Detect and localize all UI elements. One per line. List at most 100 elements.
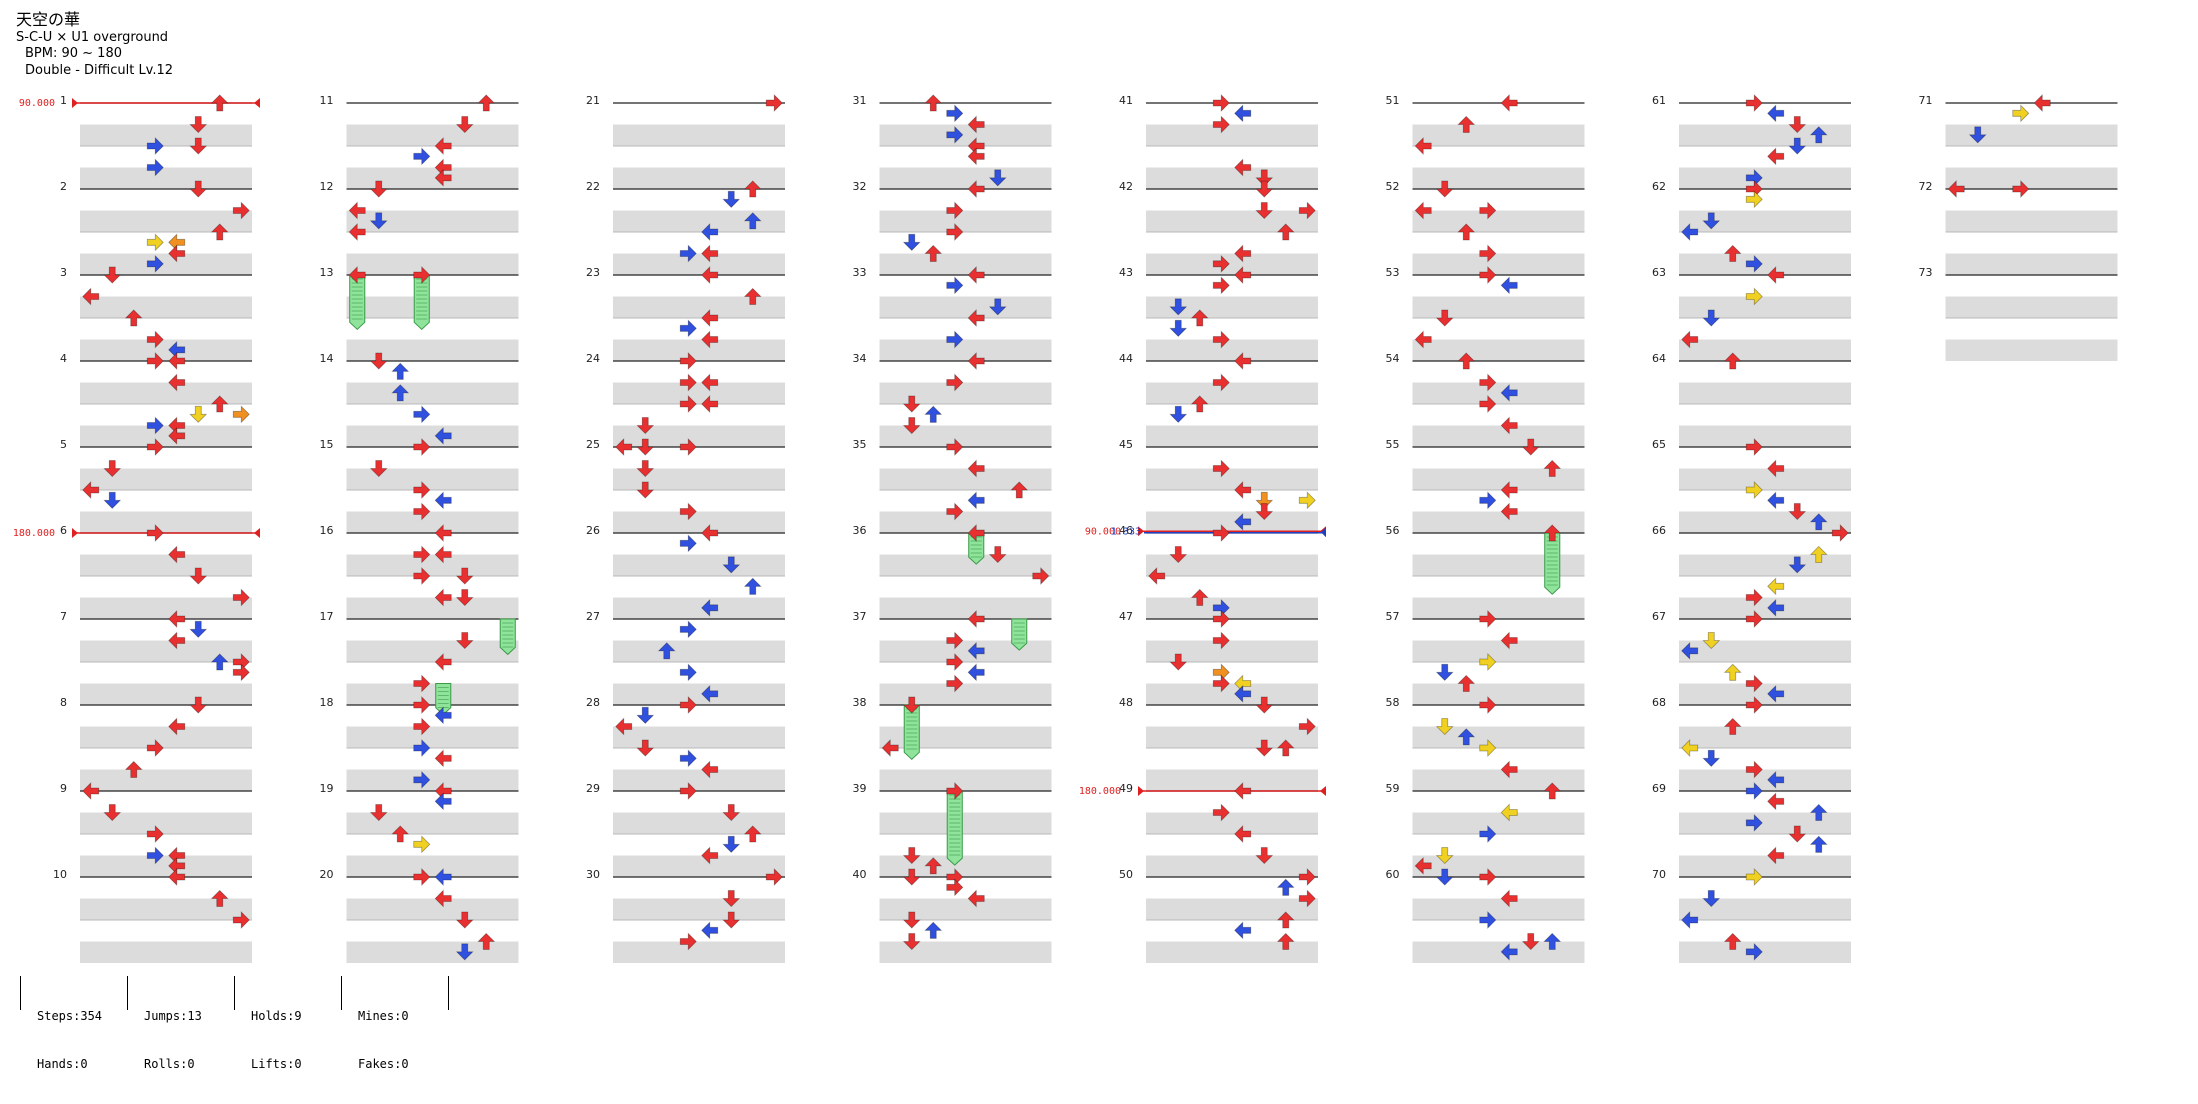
arrow-left-icon bbox=[1500, 481, 1518, 499]
song-title: 天空の華 bbox=[16, 10, 81, 29]
measure-number: 53 bbox=[1386, 266, 1400, 279]
arrow-left-icon bbox=[967, 266, 985, 284]
arrow-up-icon bbox=[924, 921, 943, 939]
arrow-left-icon bbox=[701, 760, 719, 779]
arrow-up-icon bbox=[1190, 588, 1209, 606]
beat-stripe bbox=[1679, 683, 1851, 705]
arrow-up-icon bbox=[1010, 481, 1029, 499]
arrow-left-icon bbox=[1681, 641, 1699, 660]
arrow-right-icon bbox=[413, 868, 431, 886]
arrow-down-icon bbox=[636, 481, 655, 499]
arrow-down-icon bbox=[902, 868, 921, 886]
arrow-right-icon bbox=[413, 717, 431, 736]
arrow-right-icon bbox=[1212, 254, 1230, 273]
arrow-up-icon bbox=[477, 94, 496, 112]
arrow-right-icon bbox=[146, 846, 164, 865]
measure-number: 36 bbox=[853, 524, 867, 537]
arrow-down-icon bbox=[636, 460, 655, 478]
stop-label: 1.333 bbox=[1111, 526, 1141, 537]
beat-stripe bbox=[1412, 296, 1585, 318]
beat-stripe bbox=[1412, 124, 1585, 146]
arrow-left-icon bbox=[1500, 803, 1518, 822]
beat-stripe bbox=[346, 210, 519, 232]
arrow-right-icon bbox=[679, 782, 697, 800]
beat-stripe bbox=[80, 855, 252, 877]
arrow-right-icon bbox=[1212, 373, 1230, 392]
beat-stripe bbox=[613, 468, 785, 490]
arrow-left-icon bbox=[1767, 491, 1785, 510]
measure-number: 39 bbox=[853, 782, 867, 795]
measure-number: 24 bbox=[586, 352, 600, 365]
beat-stripe bbox=[1412, 597, 1585, 619]
arrow-left-icon bbox=[1767, 104, 1785, 123]
arrow-down-icon bbox=[636, 706, 655, 724]
arrow-down-icon bbox=[369, 212, 388, 230]
arrow-left-icon bbox=[701, 223, 719, 241]
arrow-up-icon bbox=[477, 932, 496, 950]
arrow-up-icon bbox=[391, 362, 410, 380]
hold-bar bbox=[946, 790, 963, 866]
arrow-left-icon bbox=[1234, 266, 1252, 284]
arrow-down-icon bbox=[1255, 847, 1274, 865]
arrow-left-icon bbox=[1767, 459, 1785, 478]
measure-number: 9 bbox=[60, 782, 67, 795]
beat-stripe bbox=[613, 210, 785, 232]
arrow-left-icon bbox=[1234, 512, 1252, 531]
arrow-up-icon bbox=[1543, 782, 1562, 800]
arrow-down-icon bbox=[189, 620, 208, 638]
arrow-right-icon bbox=[232, 405, 250, 424]
arrow-down-icon bbox=[103, 804, 122, 822]
beat-stripe bbox=[80, 210, 252, 232]
arrow-down-icon bbox=[1702, 890, 1721, 908]
arrow-down-icon bbox=[369, 180, 388, 198]
arrow-left-icon bbox=[701, 524, 719, 542]
beat-stripe bbox=[1412, 683, 1585, 705]
beat-stripe bbox=[613, 511, 785, 533]
beat-stripe bbox=[346, 683, 519, 705]
stat-holds-lifts: Holds:9 Lifts:0 bbox=[234, 976, 302, 1071]
arrow-right-icon bbox=[413, 835, 431, 854]
arrow-right-icon bbox=[1745, 254, 1763, 273]
beat-stripe bbox=[1146, 726, 1318, 748]
arrow-left-icon bbox=[1500, 760, 1518, 779]
arrow-right-icon bbox=[413, 266, 431, 284]
arrow-down-icon bbox=[103, 266, 122, 284]
beat-stripe bbox=[1412, 855, 1585, 877]
arrow-up-icon bbox=[1809, 835, 1828, 853]
beat-stripe bbox=[1146, 124, 1318, 146]
arrow-down-icon bbox=[1435, 718, 1454, 736]
arrow-left-icon bbox=[701, 309, 719, 327]
beat-stripe bbox=[1146, 941, 1318, 963]
arrow-down-icon bbox=[1169, 298, 1188, 316]
arrow-left-icon bbox=[1234, 481, 1252, 499]
arrow-right-icon bbox=[679, 502, 697, 521]
beat-stripe bbox=[613, 167, 785, 189]
beat-stripe bbox=[1412, 468, 1585, 490]
beat-stripe bbox=[1146, 210, 1318, 232]
arrow-left-icon bbox=[168, 244, 186, 263]
arrow-left-icon bbox=[967, 180, 985, 198]
beat-stripe bbox=[1679, 124, 1851, 146]
arrow-left-icon bbox=[1234, 244, 1252, 263]
arrow-left-icon bbox=[168, 868, 186, 886]
arrow-down-icon bbox=[902, 847, 921, 865]
arrow-down-icon bbox=[722, 556, 741, 574]
arrow-up-icon bbox=[1723, 717, 1742, 735]
arrow-left-icon bbox=[1681, 911, 1699, 929]
arrow-left-icon bbox=[1767, 147, 1785, 166]
arrow-up-icon bbox=[1809, 513, 1828, 531]
arrow-right-icon bbox=[1745, 481, 1763, 499]
arrow-left-icon bbox=[1767, 770, 1785, 789]
beat-stripe bbox=[1945, 339, 2118, 361]
arrow-left-icon bbox=[701, 598, 719, 617]
arrow-left-icon bbox=[168, 631, 186, 650]
arrow-right-icon bbox=[946, 878, 964, 897]
arrow-right-icon bbox=[413, 545, 431, 564]
measure-number: 17 bbox=[320, 610, 334, 623]
arrow-down-icon bbox=[1968, 126, 1987, 144]
measure-number: 69 bbox=[1652, 782, 1666, 795]
arrow-left-icon bbox=[434, 137, 452, 155]
arrow-down-icon bbox=[902, 911, 921, 929]
stat-steps-hands: Steps:354 Hands:0 bbox=[20, 976, 102, 1071]
arrow-left-icon bbox=[434, 588, 452, 607]
